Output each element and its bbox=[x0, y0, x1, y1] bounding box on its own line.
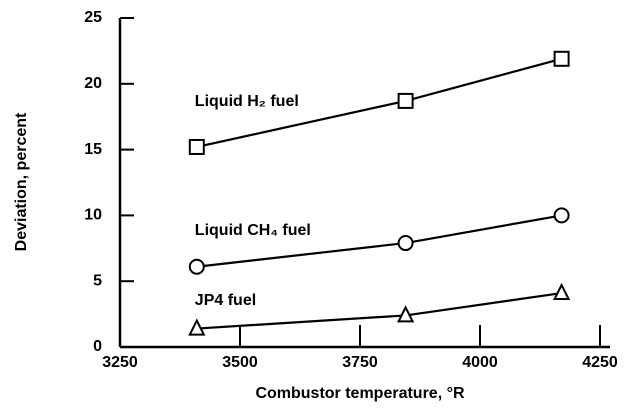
x-tick-label: 4000 bbox=[462, 354, 498, 371]
series-label: Liquid CH₄ fuel bbox=[195, 222, 311, 239]
series-label: JP4 fuel bbox=[195, 292, 256, 309]
y-axis-label: Deviation, percent bbox=[13, 112, 30, 251]
marker bbox=[188, 318, 206, 336]
x-tick-label: 4250 bbox=[582, 354, 618, 371]
series-label: Liquid H₂ fuel bbox=[195, 93, 299, 110]
y-tick-label: 25 bbox=[84, 9, 102, 26]
y-tick-label: 5 bbox=[93, 272, 102, 289]
marker bbox=[553, 207, 570, 224]
marker bbox=[188, 258, 205, 275]
marker bbox=[397, 235, 414, 252]
x-axis-label: Combustor temperature, °R bbox=[255, 385, 465, 402]
marker bbox=[188, 138, 205, 155]
y-tick-label: 20 bbox=[84, 75, 102, 92]
x-tick-label: 3250 bbox=[102, 354, 138, 371]
x-tick-label: 3500 bbox=[222, 354, 258, 371]
marker bbox=[396, 305, 415, 323]
y-tick-label: 15 bbox=[84, 141, 102, 158]
marker bbox=[553, 50, 570, 67]
marker bbox=[397, 92, 414, 109]
x-tick-label: 3750 bbox=[342, 354, 378, 371]
y-tick-label: 10 bbox=[84, 207, 102, 224]
y-tick-label: 0 bbox=[93, 338, 102, 355]
marker bbox=[552, 282, 571, 301]
